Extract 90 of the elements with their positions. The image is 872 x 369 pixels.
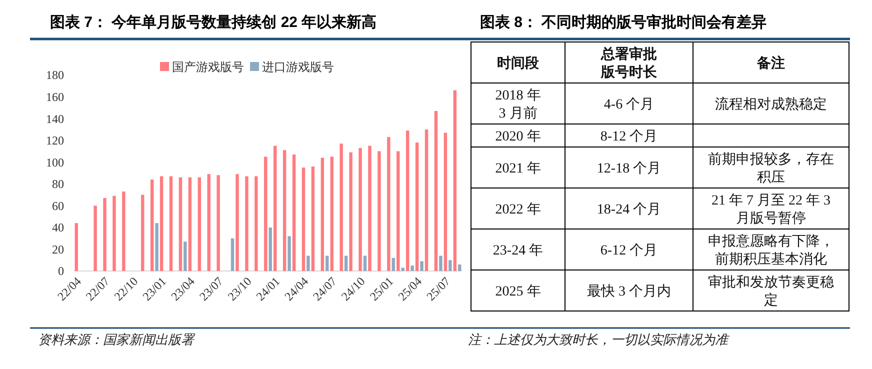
bar (410, 266, 414, 271)
text: 2025 年 (495, 284, 541, 300)
bar (150, 180, 154, 271)
bar (184, 242, 187, 271)
bar (453, 90, 457, 271)
text: 8-12 个月 (600, 129, 658, 144)
bar (444, 132, 448, 271)
bar (94, 206, 97, 271)
legend-label: 国产游戏版号 (172, 60, 244, 74)
bar (387, 137, 390, 271)
bar (330, 156, 334, 271)
y-tick-label: 80 (52, 177, 64, 192)
text: 注：上述仅为大致时长，一切以实际情况为准 (468, 332, 730, 347)
bar (311, 166, 315, 271)
text: 2020 年 (495, 129, 541, 144)
bar (415, 142, 419, 271)
bar (306, 256, 310, 271)
y-tick-label: 160 (46, 90, 64, 104)
y-tick-label: 120 (46, 134, 64, 148)
bar (292, 154, 296, 271)
bar (340, 144, 343, 271)
bar (198, 177, 202, 271)
y-tick-label: 180 (46, 68, 64, 82)
bar (401, 268, 404, 271)
chart-title: 图表 7： 今年单月版号数量持续创 22 年以来新高 (50, 13, 377, 31)
bar (344, 256, 348, 271)
text: 备注 (757, 54, 785, 70)
bar (392, 258, 395, 271)
bar (349, 152, 352, 271)
text: 申报意愿略有下降，前期积压基本消化 (708, 234, 834, 268)
bar (302, 168, 306, 271)
text: 总署审批版号时长 (601, 45, 657, 80)
bar (245, 176, 248, 271)
text: 流程相对成熟稳定 (715, 97, 827, 112)
bar (320, 158, 324, 271)
bar (448, 260, 452, 271)
y-tick-label: 140 (46, 112, 64, 126)
y-tick-label: 60 (52, 198, 64, 213)
bar (358, 148, 362, 271)
text: 12-18 个月 (596, 161, 662, 176)
text: 图表 8： 不同时期的版号审批时间会有差异 (480, 13, 767, 31)
text: 2018 年 3 月前 (495, 88, 541, 122)
text: 前期申报较多，存在积压 (708, 152, 834, 186)
bar (230, 238, 234, 271)
text: 4-6 个月 (604, 97, 654, 112)
bar (282, 150, 286, 271)
text: 资料来源：国家新闻出版署 (38, 332, 196, 347)
text: 21 年 7 月至 22 年 3 月版号暂停 (712, 193, 830, 226)
bar (396, 151, 400, 271)
y-tick-label: 40 (52, 220, 64, 235)
bar (169, 176, 173, 271)
bar (434, 110, 438, 271)
text: 最快 3 个月内 (587, 284, 671, 300)
bar (288, 236, 291, 271)
bar (273, 146, 277, 271)
bar (207, 174, 210, 271)
bar (268, 227, 272, 271)
y-tick-label: 0 (58, 264, 64, 278)
bar (254, 176, 258, 271)
text: 23-24 年 (492, 243, 544, 258)
y-tick-label: 100 (46, 155, 64, 170)
bar (236, 174, 239, 271)
bar (326, 256, 329, 271)
bar (178, 177, 182, 271)
legend-label: 进口游戏版号 (262, 60, 334, 74)
bar (141, 194, 144, 271)
bar (368, 146, 372, 271)
bar (420, 261, 424, 271)
bar (458, 264, 462, 271)
bar (406, 130, 410, 271)
bar (155, 223, 158, 271)
bar (112, 196, 116, 271)
bar (74, 223, 78, 271)
text: 2021 年 (495, 161, 541, 176)
text: 审批和发放节奏更稳定 (708, 275, 834, 308)
bar (216, 175, 220, 271)
text: 18-24 个月 (596, 202, 662, 218)
y-tick-label: 20 (52, 242, 64, 256)
bar (363, 256, 367, 271)
text: 6-12 个月 (600, 243, 658, 258)
bar (424, 129, 428, 271)
bar (264, 156, 268, 271)
bar (378, 151, 381, 271)
bar (103, 198, 106, 271)
bar (122, 192, 126, 271)
bar (188, 177, 192, 271)
bar (160, 176, 164, 271)
bar (439, 256, 442, 271)
text: 2022 年 (495, 202, 541, 218)
text: 时间段 (497, 54, 539, 70)
